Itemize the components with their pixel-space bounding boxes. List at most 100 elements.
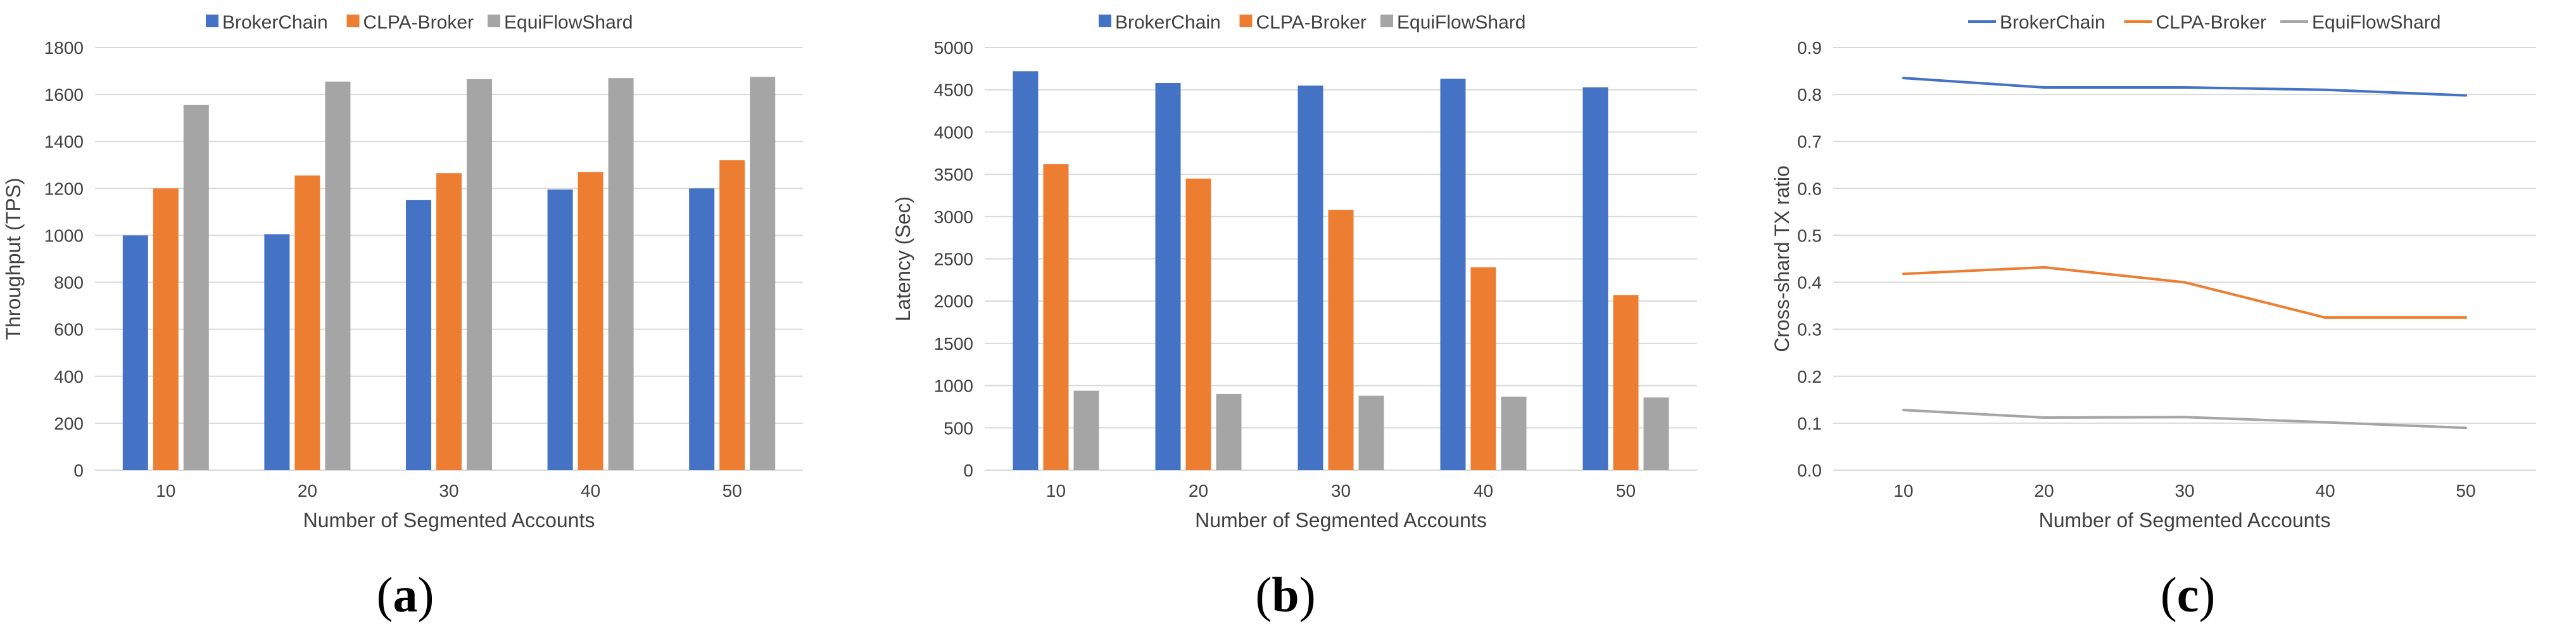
y-axis-label: Throughput (TPS) xyxy=(2,177,25,340)
x-tick-label: 20 xyxy=(298,481,317,501)
y-tick-label: 0.5 xyxy=(1797,226,1822,245)
y-tick-label: 1000 xyxy=(44,226,84,245)
y-tick-label: 1600 xyxy=(44,85,84,105)
bar-brokerchain xyxy=(1582,87,1608,470)
x-tick-label: 50 xyxy=(1616,481,1636,501)
bar-brokerchain xyxy=(1297,86,1323,470)
y-tick-label: 1200 xyxy=(44,179,84,198)
panel-letter: a xyxy=(393,567,418,622)
bar-clpa-broker xyxy=(719,160,745,470)
y-tick-label: 0.9 xyxy=(1797,38,1822,58)
y-tick-label: 2000 xyxy=(934,291,973,311)
y-tick-label: 0.3 xyxy=(1797,320,1822,340)
bar-clpa-broker xyxy=(1185,178,1211,470)
x-axis-label: Number of Segmented Accounts xyxy=(303,509,595,532)
x-axis-label: Number of Segmented Accounts xyxy=(1195,509,1487,532)
y-tick-label: 1500 xyxy=(934,334,973,354)
x-tick-label: 50 xyxy=(723,481,742,501)
panel-label: (b) xyxy=(1255,567,1315,622)
y-tick-label: 4000 xyxy=(934,122,973,142)
y-tick-label: 0.4 xyxy=(1797,273,1822,293)
y-tick-label: 0 xyxy=(73,461,84,480)
bar-clpa-broker xyxy=(1470,267,1496,470)
y-tick-label: 500 xyxy=(944,418,973,438)
y-tick-label: 0.1 xyxy=(1797,414,1822,433)
x-tick-label: 30 xyxy=(1331,481,1351,501)
legend-label-clpa-broker: CLPA-Broker xyxy=(1256,12,1367,33)
y-tick-label: 0 xyxy=(963,461,973,480)
legend-swatch-brokerchain xyxy=(1099,15,1111,27)
x-tick-label: 40 xyxy=(1474,481,1493,501)
legend-label-equiflowshard: EquiFlowShard xyxy=(504,12,633,33)
x-tick-label: 30 xyxy=(2175,481,2194,501)
legend-label-brokerchain: BrokerChain xyxy=(222,12,328,33)
bar-brokerchain xyxy=(264,234,290,470)
y-tick-label: 0.0 xyxy=(1797,461,1822,480)
bar-brokerchain xyxy=(1013,71,1039,471)
bar-brokerchain xyxy=(1155,83,1181,470)
x-tick-label: 10 xyxy=(1893,481,1913,501)
series-line-brokerchain xyxy=(1902,77,2467,97)
bar-equiflowshard xyxy=(1501,396,1527,470)
x-tick-label: 40 xyxy=(2315,481,2335,501)
legend-swatch-clpa-broker xyxy=(346,15,360,27)
panel-label: (a) xyxy=(377,567,434,622)
bar-clpa-broker xyxy=(436,173,462,470)
bar-brokerchain xyxy=(122,235,148,470)
x-tick-label: 20 xyxy=(2034,481,2054,501)
legend-label-equiflowshard: EquiFlowShard xyxy=(1397,12,1525,33)
bar-equiflowshard xyxy=(183,105,209,470)
bar-equiflowshard xyxy=(325,81,351,470)
legend-label-clpa-broker: CLPA-Broker xyxy=(2156,12,2267,33)
x-tick-label: 30 xyxy=(439,481,458,501)
legend-label-equiflowshard: EquiFlowShard xyxy=(2312,12,2440,33)
y-tick-label: 800 xyxy=(54,273,84,293)
y-tick-label: 3500 xyxy=(934,165,973,184)
y-tick-label: 1800 xyxy=(44,38,84,58)
y-tick-label: 400 xyxy=(54,367,84,387)
x-axis-label: Number of Segmented Accounts xyxy=(2039,509,2331,532)
bar-clpa-broker xyxy=(1613,295,1639,470)
x-tick-label: 20 xyxy=(1189,481,1208,501)
bar-equiflowshard xyxy=(1643,397,1669,470)
legend-swatch-equiflowshard xyxy=(488,15,500,27)
bar-brokerchain xyxy=(689,188,715,470)
y-tick-label: 0.6 xyxy=(1797,179,1822,198)
y-tick-label: 0.2 xyxy=(1797,367,1822,387)
bar-clpa-broker xyxy=(578,172,603,470)
legend-label-clpa-broker: CLPA-Broker xyxy=(363,12,474,33)
bar-brokerchain xyxy=(1440,79,1466,470)
legend-label-brokerchain: BrokerChain xyxy=(2000,12,2106,33)
y-axis-label: Latency (Sec) xyxy=(892,196,914,321)
chart-cross-shard-ratio: 0.0 0.1 0.2 0.3 0.4 0.5 0.6 0.7 0.8 0.9 10 20 30 40 50… xyxy=(1771,12,2536,622)
y-tick-label: 1000 xyxy=(934,376,973,396)
y-tick-label: 0.7 xyxy=(1797,132,1822,151)
bar-equiflowshard xyxy=(1216,393,1242,470)
chart-latency: 0 500 1000 1500 2000 2500 3000 3500 4000 4500 5000… xyxy=(892,12,1697,622)
legend-swatch-clpa-broker xyxy=(1239,15,1253,27)
y-tick-label: 3000 xyxy=(934,207,973,227)
chart-throughput: 0 200 400 600 800 1000 1200 1400 1600 1800 10 20 30 4… xyxy=(2,12,803,622)
series-line-clpa-broker xyxy=(1902,265,2467,319)
panel-letter: b xyxy=(1272,567,1299,622)
y-tick-label: 5000 xyxy=(934,38,973,58)
legend-label-brokerchain: BrokerChain xyxy=(1115,12,1221,33)
y-tick-label: 200 xyxy=(54,414,84,433)
x-tick-label: 10 xyxy=(1046,481,1066,501)
bar-equiflowshard xyxy=(1358,395,1384,470)
y-tick-label: 4500 xyxy=(934,80,973,100)
bar-brokerchain xyxy=(547,189,573,470)
legend-swatch-equiflowshard xyxy=(1380,15,1393,27)
y-axis-label: Cross-shard TX ratio xyxy=(1771,165,1793,352)
bar-clpa-broker xyxy=(153,188,179,470)
panel-letter: c xyxy=(2177,567,2199,622)
y-tick-label: 0.8 xyxy=(1797,85,1822,105)
y-tick-label: 1400 xyxy=(44,132,84,151)
x-tick-label: 50 xyxy=(2456,481,2475,501)
bar-equiflowshard xyxy=(608,78,634,470)
y-tick-label: 2500 xyxy=(934,250,973,269)
bar-equiflowshard xyxy=(750,77,776,470)
y-tick-label: 600 xyxy=(54,320,84,340)
bar-clpa-broker xyxy=(1043,164,1069,470)
